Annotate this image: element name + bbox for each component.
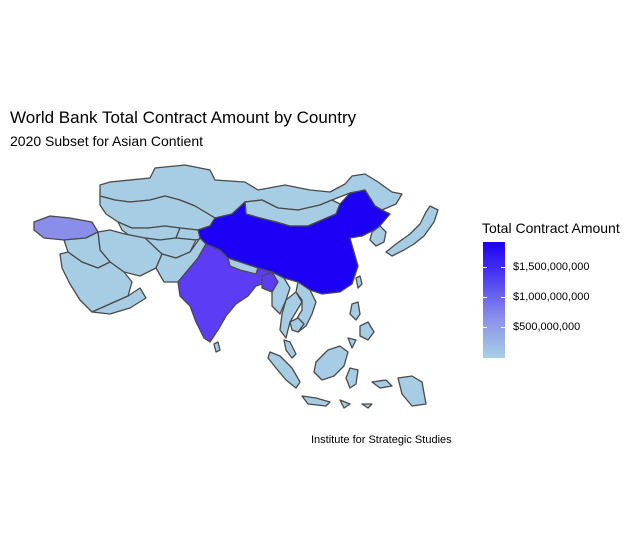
legend-tick-label: $500,000,000 [513,321,581,333]
country-indonesia [267,351,427,409]
chart-caption: Institute for Strategic Studies [311,434,452,446]
country-myanmar [271,271,291,315]
country-taiwan [355,275,363,289]
country-malaysia [283,339,349,381]
country-sri-lanka [213,341,221,353]
country-nepal [227,257,259,275]
country-yemen-oman [91,287,147,315]
chart-subtitle: 2020 Subset for Asian Contient [10,133,204,149]
country-cambodia [289,317,305,333]
country-japan [385,205,439,257]
country-korea [369,225,387,247]
legend-title: Total Contract Amount [482,220,620,236]
legend-tick-label: $1,500,000,000 [513,261,590,273]
country-saudi-arabia [59,251,133,313]
country-philippines [347,301,375,349]
legend-tick-label: $1,000,000,000 [513,291,590,303]
legend-color-bar [483,242,505,358]
chart-title: World Bank Total Contract Amount by Coun… [10,108,357,127]
